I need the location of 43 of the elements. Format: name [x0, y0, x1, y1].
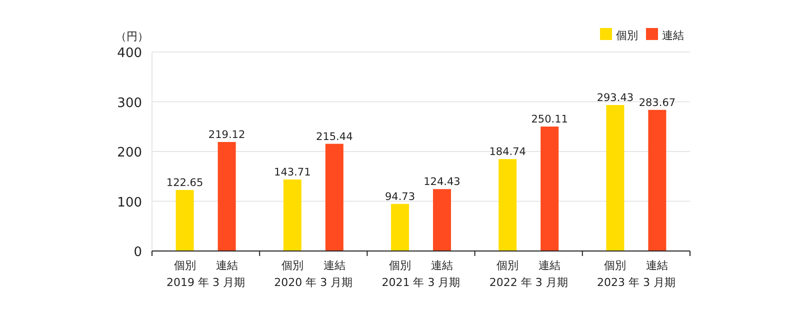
text: 個別: [496, 259, 519, 272]
text: 個別: [174, 259, 196, 272]
data-label: 122.65: [166, 176, 204, 189]
data-label: 283.67: [638, 96, 676, 109]
data-label: 215.44: [316, 130, 354, 143]
y-tick-label: 0: [134, 245, 142, 260]
data-label: 94.73: [384, 190, 416, 203]
y-tick-label: 100: [117, 195, 142, 210]
x-tick-label: 2023 年 3 月期: [596, 276, 676, 289]
text: 連結: [431, 259, 453, 272]
data-label: 124.43: [424, 176, 460, 188]
text: 連結: [646, 259, 668, 272]
data-label: 250.11: [531, 114, 568, 126]
legend-label: 連結: [662, 29, 684, 42]
bar: [325, 144, 344, 251]
bar: [540, 126, 559, 251]
x-tick-label: 2020 年 3 月期: [274, 276, 353, 289]
data-label: 184.74: [489, 146, 526, 158]
text: 連結: [538, 259, 561, 272]
legend-label: 個別: [616, 29, 638, 42]
bar: [433, 189, 451, 251]
text: 個別: [389, 259, 411, 272]
bar: [498, 159, 517, 251]
bar: [391, 204, 409, 251]
bar: [218, 142, 236, 251]
x-tick-label: 2019 年 3 月期: [166, 276, 246, 289]
bar: [283, 180, 302, 251]
text: 個別: [281, 259, 304, 272]
x-tick-label: 2022 年 3 月期: [489, 276, 568, 289]
bar: [648, 110, 666, 251]
text: 連結: [323, 259, 346, 272]
y-tick-label: 400: [117, 46, 142, 61]
data-label: 219.12: [208, 128, 246, 141]
data-label: 293.43: [596, 92, 634, 104]
y-axis-title: （円）: [116, 30, 148, 43]
y-tick-label: 300: [117, 96, 142, 111]
text: 個別: [604, 259, 626, 272]
data-label: 143.71: [274, 166, 311, 179]
text: 連結: [216, 259, 238, 272]
x-tick-label: 2021 年 3 月期: [382, 276, 460, 289]
y-tick-label: 200: [117, 146, 142, 160]
bar: [176, 190, 194, 251]
bar: [606, 105, 624, 251]
